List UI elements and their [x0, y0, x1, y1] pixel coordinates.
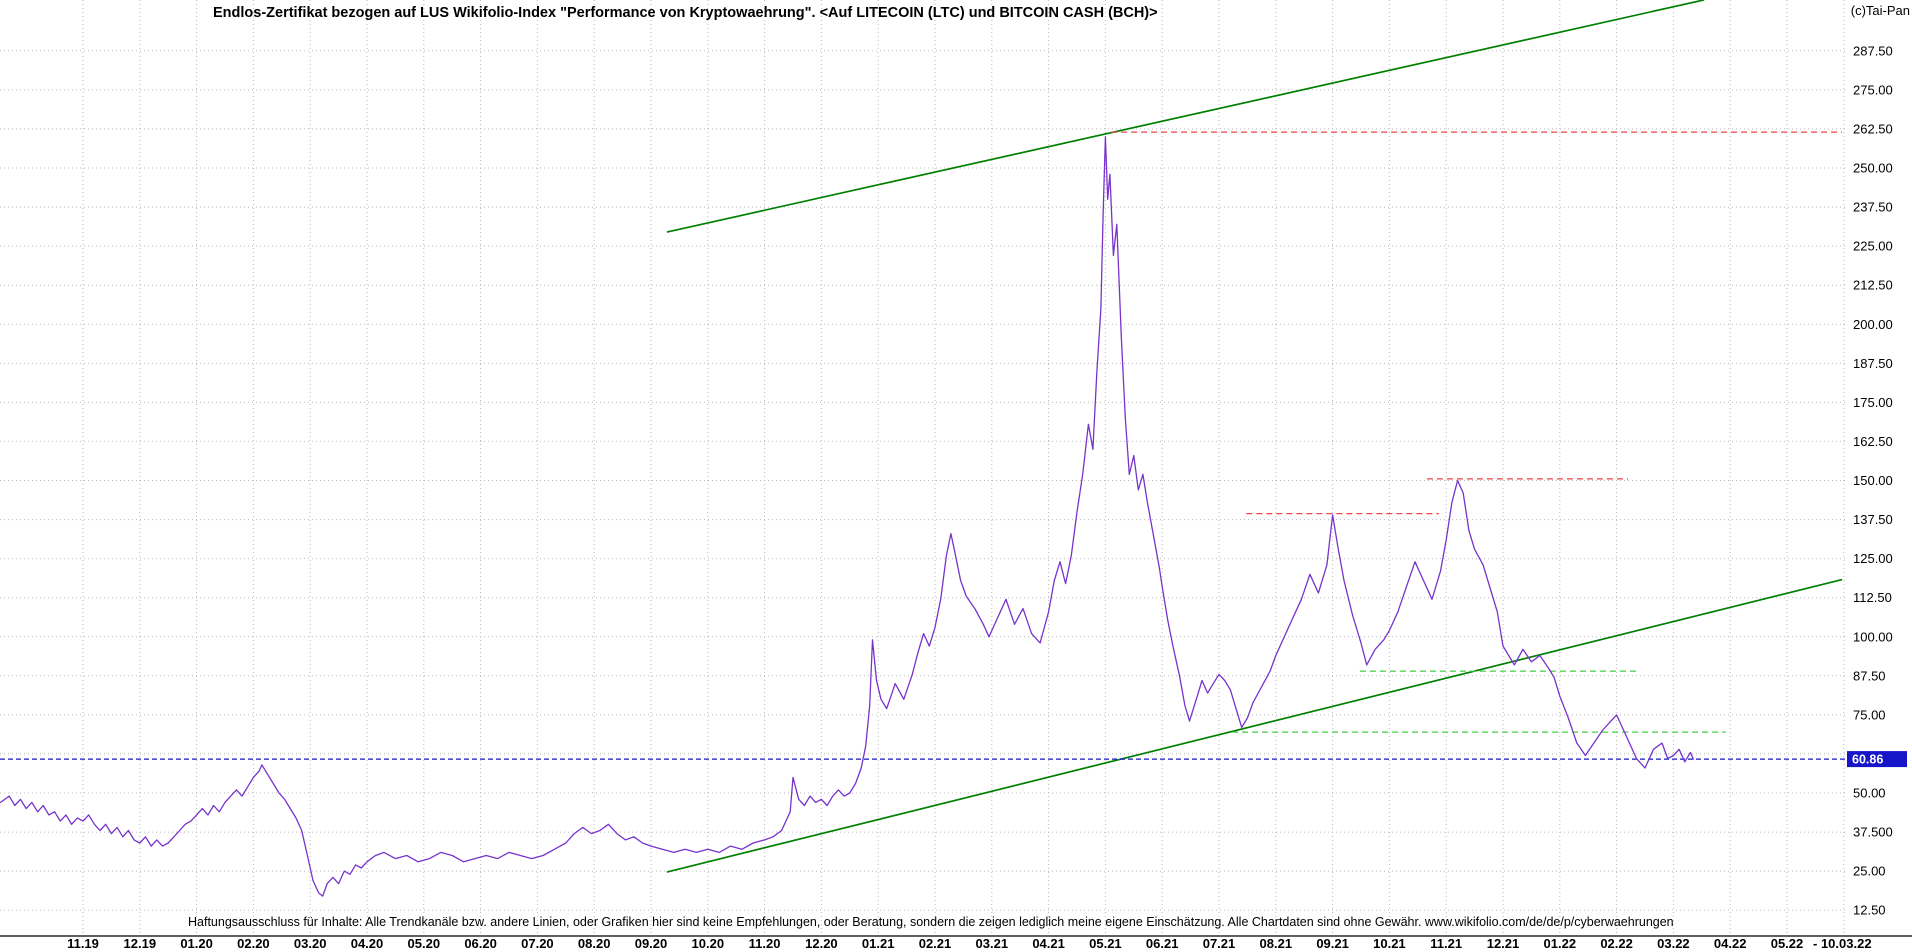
x-axis-label: 01.21 [862, 936, 895, 951]
upper-channel-trendline[interactable] [666, 0, 1705, 233]
last-price-tag [1847, 751, 1907, 768]
y-axis-label: 237.50 [1853, 200, 1893, 215]
x-axis-label: 12.19 [124, 936, 157, 951]
x-axis-label: 05.21 [1089, 936, 1122, 951]
x-axis-label: 02.20 [237, 936, 270, 951]
y-axis-label: 25.00 [1853, 864, 1886, 879]
x-axis-end-label: - 10.03.22 [1813, 936, 1872, 951]
x-axis-label: 10.20 [692, 936, 725, 951]
x-axis-label: 04.21 [1032, 936, 1065, 951]
y-axis-label: 250.00 [1853, 161, 1893, 176]
x-axis-label: 07.21 [1203, 936, 1236, 951]
y-axis-label: 112.50 [1853, 590, 1892, 605]
y-axis-label: 225.00 [1853, 239, 1893, 254]
y-axis-label: 37.500 [1853, 825, 1893, 840]
taipan-watermark: (c)Tai-Pan [1850, 3, 1910, 18]
x-axis-label: 08.20 [578, 936, 611, 951]
last-price-tag-label: 60.86 [1852, 753, 1883, 767]
x-axis-label: 08.21 [1260, 936, 1293, 951]
y-axis-label: 187.50 [1853, 356, 1893, 371]
x-axis-label: 12.21 [1487, 936, 1520, 951]
y-axis-label: 12.50 [1853, 903, 1886, 918]
x-axis-label: 03.20 [294, 936, 327, 951]
x-axis-label: 11.20 [749, 936, 781, 951]
x-axis-label: 09.20 [635, 936, 668, 951]
x-axis-label: 06.20 [464, 936, 497, 951]
y-axis-label: 212.50 [1853, 278, 1893, 293]
x-axis-label: 11.19 [67, 936, 99, 951]
x-axis-label: 03.22 [1657, 936, 1690, 951]
x-axis-label: 03.21 [976, 936, 1009, 951]
y-axis-label: 200.00 [1853, 317, 1893, 332]
x-axis-label: 12.20 [805, 936, 838, 951]
x-axis-label: 04.22 [1714, 936, 1747, 951]
y-axis-label: 175.00 [1853, 395, 1893, 410]
price-series [0, 136, 1694, 897]
x-axis-label: 02.22 [1600, 936, 1633, 951]
y-axis-label: 287.50 [1853, 43, 1893, 58]
x-axis-label: 01.20 [180, 936, 213, 951]
y-axis-label: 262.50 [1853, 121, 1893, 136]
disclaimer-text: Haftungsausschluss für Inhalte: Alle Tre… [188, 915, 1674, 929]
x-axis-label: 05.22 [1771, 936, 1804, 951]
x-axis-label: 10.21 [1373, 936, 1406, 951]
y-axis-label: 275.00 [1853, 82, 1893, 97]
x-axis-label: 07.20 [521, 936, 554, 951]
chart-title: Endlos-Zertifikat bezogen auf LUS Wikifo… [213, 5, 1158, 21]
x-axis-label: 06.21 [1146, 936, 1179, 951]
x-axis-label: 05.20 [408, 936, 441, 951]
y-axis-label: 125.00 [1853, 551, 1893, 566]
x-axis-label: 09.21 [1316, 936, 1349, 951]
y-axis-label: 100.00 [1853, 629, 1893, 644]
y-axis-label: 162.50 [1853, 434, 1893, 449]
x-axis-label: 02.21 [919, 936, 952, 951]
x-axis-label: 01.22 [1544, 936, 1577, 951]
y-axis-label: 150.00 [1853, 473, 1893, 488]
lower-channel-trendline[interactable] [666, 578, 1843, 873]
y-axis-label: 50.00 [1853, 786, 1886, 801]
y-axis-label: 87.50 [1853, 668, 1886, 683]
grid [0, 0, 1845, 936]
y-axis-label: 137.50 [1853, 512, 1893, 527]
x-axis-label: 04.20 [351, 936, 384, 951]
x-axis-label: 11.21 [1430, 936, 1462, 951]
y-axis-label: 75.00 [1853, 707, 1886, 722]
